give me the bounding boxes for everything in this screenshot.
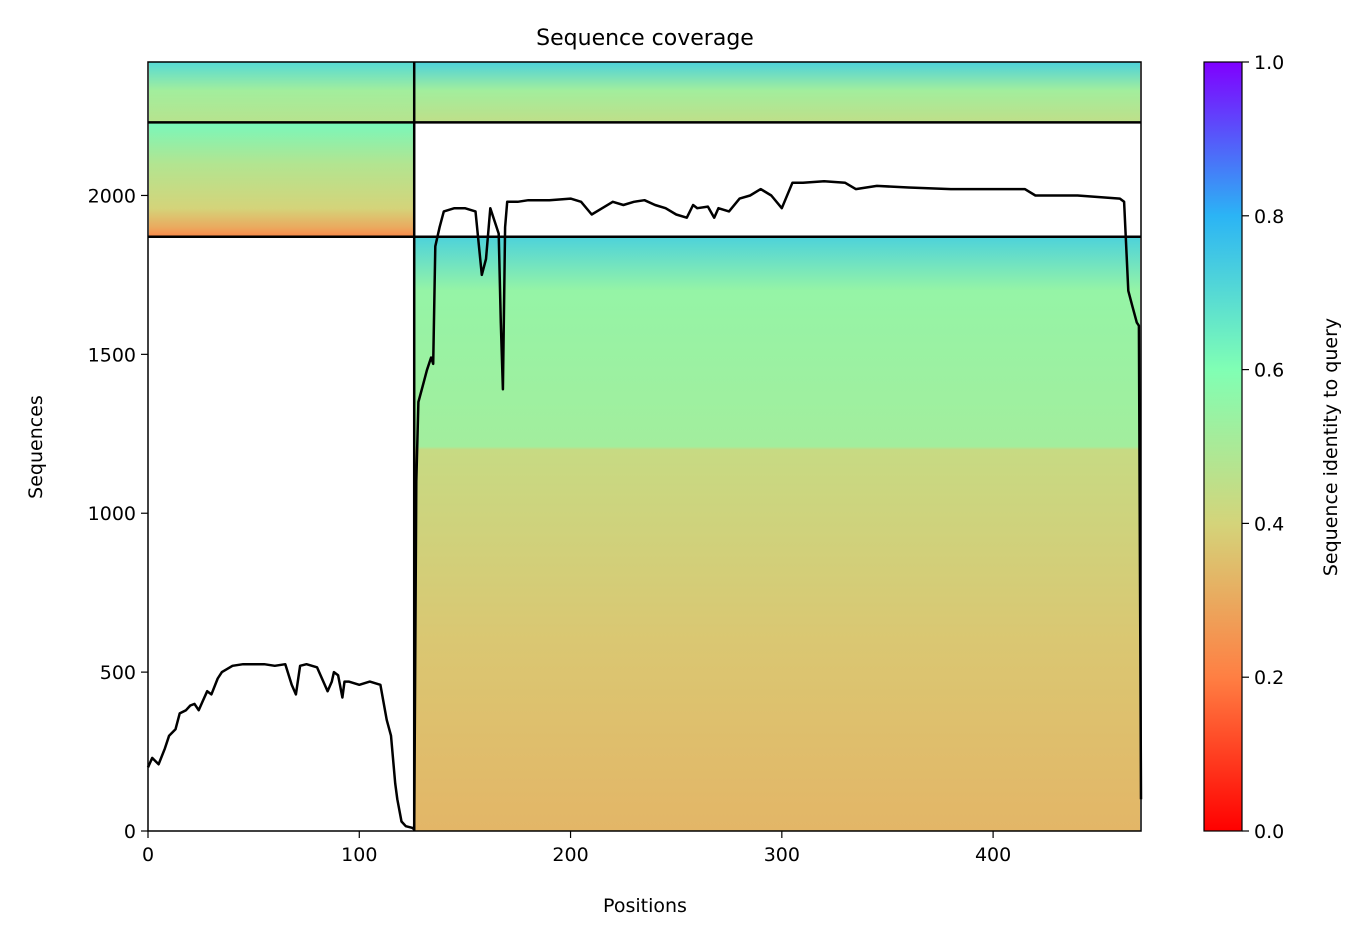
alignment-block [415, 62, 1140, 123]
colorbar-tick-label: 0.4 [1254, 513, 1284, 535]
y-tick-label: 2000 [88, 185, 136, 207]
alignment-block [149, 122, 414, 237]
x-tick-label: 400 [975, 844, 1011, 866]
x-axis-label: Positions [603, 895, 687, 917]
colorbar-label: Sequence identity to query [1320, 318, 1342, 576]
coverage-line [146, 179, 1143, 831]
alignment-block [415, 236, 1140, 832]
colorbar-tick-label: 0.2 [1254, 667, 1284, 689]
colorbar [1203, 61, 1243, 832]
plot-frame [147, 61, 1142, 832]
y-axis-label: Sequences [25, 395, 47, 499]
colorbar-tick-label: 0.0 [1254, 821, 1284, 843]
colorbar-tick-label: 0.8 [1254, 206, 1284, 228]
alignment-blocks [149, 62, 1140, 832]
x-axis-ticks: 0 100 200 300 400 [142, 831, 1011, 866]
x-tick-label: 200 [552, 844, 588, 866]
colorbar-ticks: 0.0 0.2 0.4 0.6 0.8 1.0 [1242, 52, 1284, 843]
chart-title: Sequence coverage [536, 26, 754, 51]
x-tick-label: 300 [764, 844, 800, 866]
y-axis-ticks: 0 500 1000 1500 2000 [88, 185, 148, 843]
x-tick-label: 100 [341, 844, 377, 866]
alignment-block [149, 62, 414, 123]
y-tick-label: 0 [124, 821, 136, 843]
y-tick-label: 500 [100, 662, 136, 684]
colorbar-tick-label: 0.6 [1254, 360, 1284, 382]
colorbar-tick-label: 1.0 [1254, 52, 1284, 74]
y-tick-label: 1000 [88, 503, 136, 525]
y-tick-label: 1500 [88, 344, 136, 366]
x-tick-label: 0 [142, 844, 154, 866]
